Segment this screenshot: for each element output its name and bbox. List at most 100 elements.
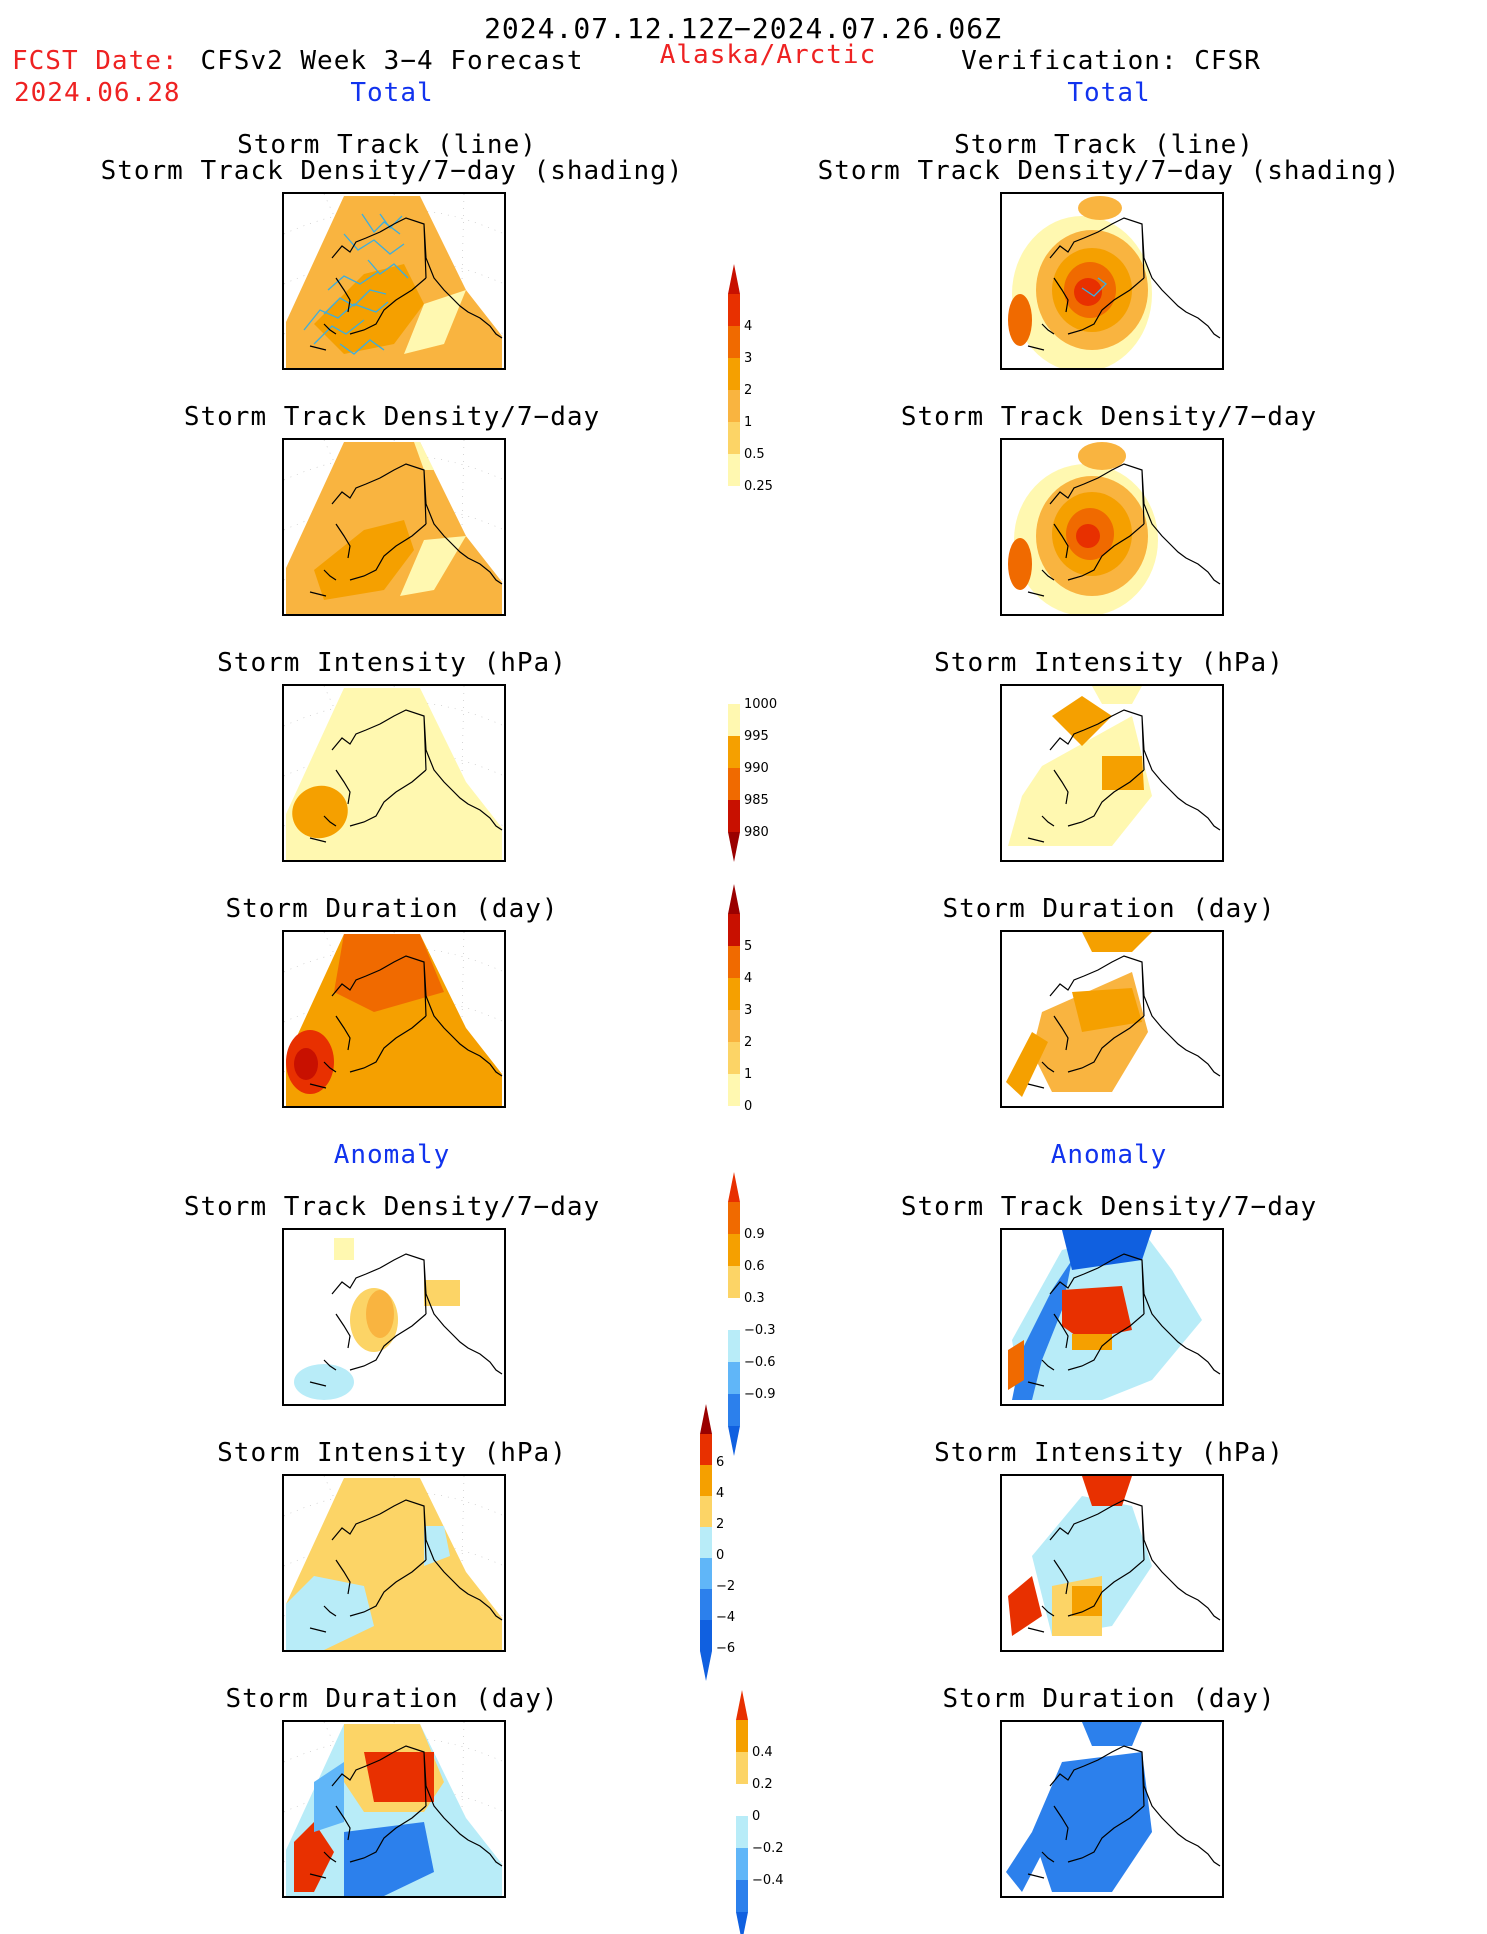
- shading-region: [424, 1526, 450, 1566]
- left-anomaly-label: Anomaly: [333, 1140, 451, 1170]
- title-density-anom-right: Storm Track Density/7−day: [900, 1192, 1318, 1222]
- shading-region: [424, 1280, 460, 1306]
- storm-track-line: [327, 271, 379, 291]
- shading-region: [1008, 1340, 1024, 1390]
- colorbar-arrow-top: [728, 1172, 740, 1202]
- title-intensity-left: Storm Intensity (hPa): [217, 648, 567, 678]
- coastline: [309, 1745, 503, 1879]
- colorbar-segment: [728, 486, 740, 518]
- map-density-anom-right-svg: [1002, 1230, 1222, 1404]
- colorbar-segment: [700, 1558, 712, 1589]
- shading-region: [1102, 756, 1144, 790]
- map-density-anom-right: [1000, 1228, 1224, 1406]
- colorbar-segment: [728, 1298, 740, 1330]
- shading-region: [1052, 696, 1112, 746]
- colorbar-duration-svg: 5 4 3 2 1 0: [728, 884, 752, 1168]
- shading-region: [400, 536, 466, 596]
- coastline: [1027, 1253, 1221, 1387]
- map-density-anom-left: [282, 1228, 506, 1406]
- colorbar-segment: [728, 1074, 740, 1106]
- colorbar-intensity: 1000 995 990 985 980: [724, 642, 794, 886]
- left-total-label: Total: [350, 78, 434, 108]
- colorbar-segment: [728, 1394, 740, 1426]
- colorbar-segment: [700, 1589, 712, 1620]
- coastline: [1027, 217, 1221, 351]
- storm-track-line: [361, 213, 401, 235]
- map-density-left-svg: [284, 440, 504, 614]
- map-duration-anom-left: [282, 1720, 506, 1898]
- storm-track-line: [379, 213, 403, 230]
- colorbar-segment: [728, 946, 740, 978]
- colorbar-segment: [728, 1202, 740, 1234]
- shading-region: [1072, 988, 1142, 1032]
- colorbar-segment: [736, 1720, 748, 1752]
- colorbar-arrow-top: [736, 1690, 748, 1720]
- shading-blob: [1076, 524, 1100, 548]
- storm-track-line: [303, 301, 389, 331]
- title-intensity-anom-left: Storm Intensity (hPa): [217, 1438, 567, 1468]
- shading-blob: [1078, 442, 1126, 470]
- colorbar-segment: [736, 1752, 748, 1784]
- colorbar-segment: [728, 422, 740, 454]
- coastline: [309, 955, 503, 1089]
- colorbar-tick-label: 980: [744, 825, 769, 840]
- colorbar-segment: [728, 294, 740, 326]
- title-duration-anom-left: Storm Duration (day): [225, 1684, 559, 1714]
- colorbar-tick-label: 4: [744, 971, 752, 986]
- colorbar-segment: [728, 1106, 740, 1138]
- map-intensity-anom-left-svg: [284, 1476, 504, 1650]
- colorbar-segment: [728, 454, 740, 486]
- colorbar-segment: [736, 1816, 748, 1848]
- colorbar-arrow-bottom: [728, 1138, 740, 1168]
- colorbar-arrow-bottom: [736, 1912, 748, 1934]
- storm-track-line: [339, 339, 385, 355]
- shading-region: [404, 290, 466, 354]
- colorbar-segment: [700, 1465, 712, 1496]
- colorbar-segment: [728, 390, 740, 422]
- title-density-left: Storm Track Density/7−day: [183, 402, 601, 432]
- colorbar-segment: [728, 736, 740, 768]
- colorbar-tick-label: 0.3: [744, 1291, 765, 1306]
- shading-region: [1082, 932, 1152, 952]
- colorbar-segment: [728, 704, 740, 736]
- map-duration-right: [1000, 930, 1224, 1108]
- map-track-left: [282, 192, 506, 370]
- storm-track-line: [343, 233, 405, 255]
- map-duration-anom-right-svg: [1002, 1722, 1222, 1896]
- map-track-left-svg: [284, 194, 504, 368]
- title-track-line-right: Storm Track (line): [954, 130, 1254, 160]
- shading-region: [1008, 716, 1152, 846]
- map-density-right: [1000, 438, 1224, 616]
- shading-region: [334, 934, 444, 1012]
- shading-blob: [294, 1364, 354, 1400]
- colorbar-tick-label: 0: [752, 1809, 760, 1824]
- shading-region: [1006, 1032, 1048, 1097]
- map-intensity-left-svg: [284, 686, 504, 860]
- map-intensity-left: [282, 684, 506, 862]
- title-track-shading-left: Storm Track Density/7−day (shading): [100, 156, 684, 186]
- title-duration-left: Storm Duration (day): [225, 894, 559, 924]
- title-duration-right: Storm Duration (day): [942, 894, 1276, 924]
- colorbar-arrow-bottom: [700, 1651, 712, 1681]
- map-track-right-svg: [1002, 194, 1222, 368]
- colorbar-segment: [728, 768, 740, 800]
- colorbar-tick-label: 985: [744, 793, 769, 808]
- colorbar-intensity-anom: 6 4 2 0 −2 −4 −6: [696, 1404, 766, 1718]
- shading-blob: [1008, 538, 1032, 590]
- colorbar-arrow-top: [728, 884, 740, 914]
- colorbar-tick-label: 4: [716, 1486, 724, 1501]
- coastline: [309, 217, 503, 351]
- shading-region: [364, 1752, 434, 1802]
- map-intensity-anom-right: [1000, 1474, 1224, 1652]
- map-duration-anom-left-svg: [284, 1722, 504, 1896]
- colorbar-tick-label: −0.2: [752, 1841, 784, 1856]
- shading-region: [1062, 1286, 1132, 1340]
- coastline: [309, 709, 503, 843]
- shading-region: [334, 1238, 354, 1260]
- map-intensity-right: [1000, 684, 1224, 862]
- colorbar-segment: [728, 358, 740, 390]
- coastline: [1027, 955, 1221, 1089]
- storm-track-line: [313, 319, 365, 345]
- colorbar-intensity-svg: 1000 995 990 985 980: [728, 642, 777, 862]
- shading-region: [1032, 1752, 1152, 1892]
